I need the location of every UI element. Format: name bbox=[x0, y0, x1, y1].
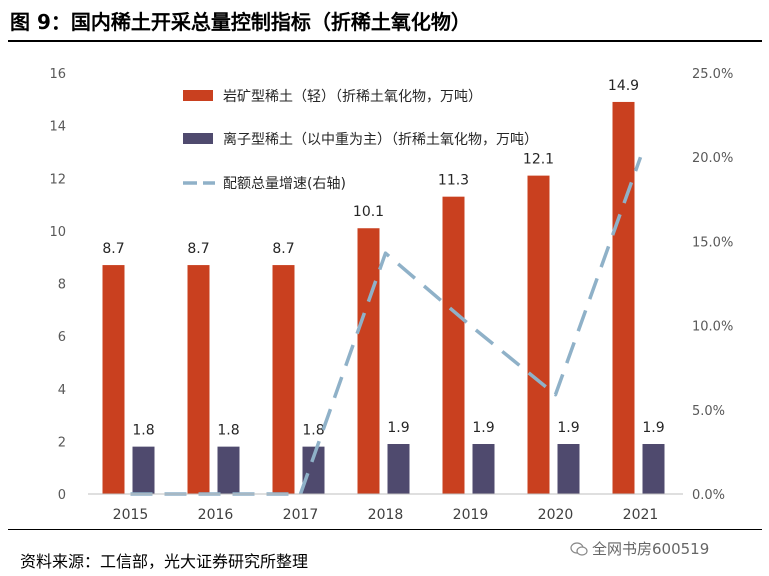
legend-swatch-0 bbox=[183, 90, 213, 101]
y-tick-left: 2 bbox=[58, 435, 66, 450]
bar-ionic-2016 bbox=[217, 446, 240, 494]
label-ionic-2018: 1.9 bbox=[387, 420, 409, 436]
label-ionic-2016: 1.8 bbox=[217, 423, 239, 439]
x-tick-2018: 2018 bbox=[368, 507, 404, 523]
bars-group bbox=[102, 101, 665, 494]
y-tick-right: 0.0% bbox=[692, 488, 725, 503]
bar-ionic-2017 bbox=[302, 446, 325, 494]
label-rock-2021: 14.9 bbox=[608, 78, 639, 94]
y-tick-left: 12 bbox=[49, 172, 66, 187]
bar-rock-2016 bbox=[187, 265, 210, 494]
y-tick-left: 16 bbox=[49, 67, 66, 82]
x-tick-2017: 2017 bbox=[283, 507, 319, 523]
y-tick-left: 6 bbox=[58, 330, 66, 345]
x-tick-2015: 2015 bbox=[113, 507, 149, 523]
bar-ionic-2021 bbox=[642, 444, 665, 494]
label-ionic-2019: 1.9 bbox=[472, 420, 494, 436]
watermark: 全网书房600519 bbox=[570, 538, 709, 559]
label-rock-2018: 10.1 bbox=[353, 204, 384, 220]
label-rock-2019: 11.3 bbox=[438, 173, 469, 189]
y-tick-right: 15.0% bbox=[692, 235, 733, 250]
bar-rock-2019 bbox=[442, 196, 465, 494]
y-tick-left: 0 bbox=[58, 488, 66, 503]
source-rule bbox=[8, 529, 762, 530]
legend-label-0: 岩矿型稀土（轻）（折稀土氧化物，万吨） bbox=[223, 89, 482, 105]
watermark-text: 全网书房600519 bbox=[592, 540, 710, 558]
y-tick-left: 8 bbox=[58, 278, 66, 293]
bar-rock-2017 bbox=[272, 265, 295, 494]
label-ionic-2017: 1.8 bbox=[302, 423, 324, 439]
bar-ionic-2020 bbox=[557, 444, 580, 494]
data-labels-group: 8.7 8.7 8.7 10.1 11.3 12.1 14.9 1.8 1.8 1.8 1.9 1.9… bbox=[102, 78, 664, 439]
y-tick-right: 10.0% bbox=[692, 320, 733, 335]
bar-rock-2018 bbox=[357, 228, 380, 494]
bar-ionic-2018 bbox=[387, 444, 410, 494]
source-note: 资料来源：工信部，光大证券研究所整理 bbox=[20, 552, 309, 571]
legend-label-2: 配额总量增速(右轴) bbox=[223, 176, 346, 192]
x-tick-2021: 2021 bbox=[623, 507, 659, 523]
y-tick-left: 4 bbox=[58, 383, 66, 398]
bar-rock-2020 bbox=[527, 175, 550, 494]
bar-rock-2015 bbox=[102, 265, 125, 494]
bar-ionic-2015 bbox=[132, 446, 155, 494]
legend-swatch-1 bbox=[183, 133, 213, 144]
legend-label-1: 离子型稀土（以中重为主）（折稀土氧化物，万吨） bbox=[223, 131, 538, 148]
label-rock-2020: 12.1 bbox=[523, 152, 554, 168]
y-tick-right: 20.0% bbox=[692, 151, 733, 166]
x-tick-2019: 2019 bbox=[453, 507, 489, 523]
x-tick-2016: 2016 bbox=[198, 507, 234, 523]
legend: 岩矿型稀土（轻）（折稀土氧化物，万吨） 离子型稀土（以中重为主）（折稀土氧化物，万… bbox=[183, 89, 538, 192]
axes-group: 0 2 4 6 8 10 12 14 16 0.0% 5.0% 10.0% 15.0% 20.0% 25.0… bbox=[49, 67, 733, 523]
label-ionic-2015: 1.8 bbox=[132, 423, 154, 439]
x-tick-2020: 2020 bbox=[538, 507, 574, 523]
bar-rock-2021 bbox=[612, 101, 635, 494]
label-ionic-2021: 1.9 bbox=[642, 420, 664, 436]
wechat-icon bbox=[570, 541, 588, 556]
title-rule bbox=[8, 40, 762, 42]
label-rock-2015: 8.7 bbox=[102, 241, 124, 257]
label-ionic-2020: 1.9 bbox=[557, 420, 579, 436]
bar-ionic-2019 bbox=[472, 444, 495, 494]
figure-title: 图 9：国内稀土开采总量控制指标（折稀土氧化物） bbox=[10, 10, 471, 34]
y-tick-right: 25.0% bbox=[692, 67, 733, 82]
y-tick-right: 5.0% bbox=[692, 404, 725, 419]
label-rock-2016: 8.7 bbox=[187, 241, 209, 257]
y-tick-left: 10 bbox=[49, 225, 66, 240]
label-rock-2017: 8.7 bbox=[272, 241, 294, 257]
y-tick-left: 14 bbox=[49, 120, 66, 135]
